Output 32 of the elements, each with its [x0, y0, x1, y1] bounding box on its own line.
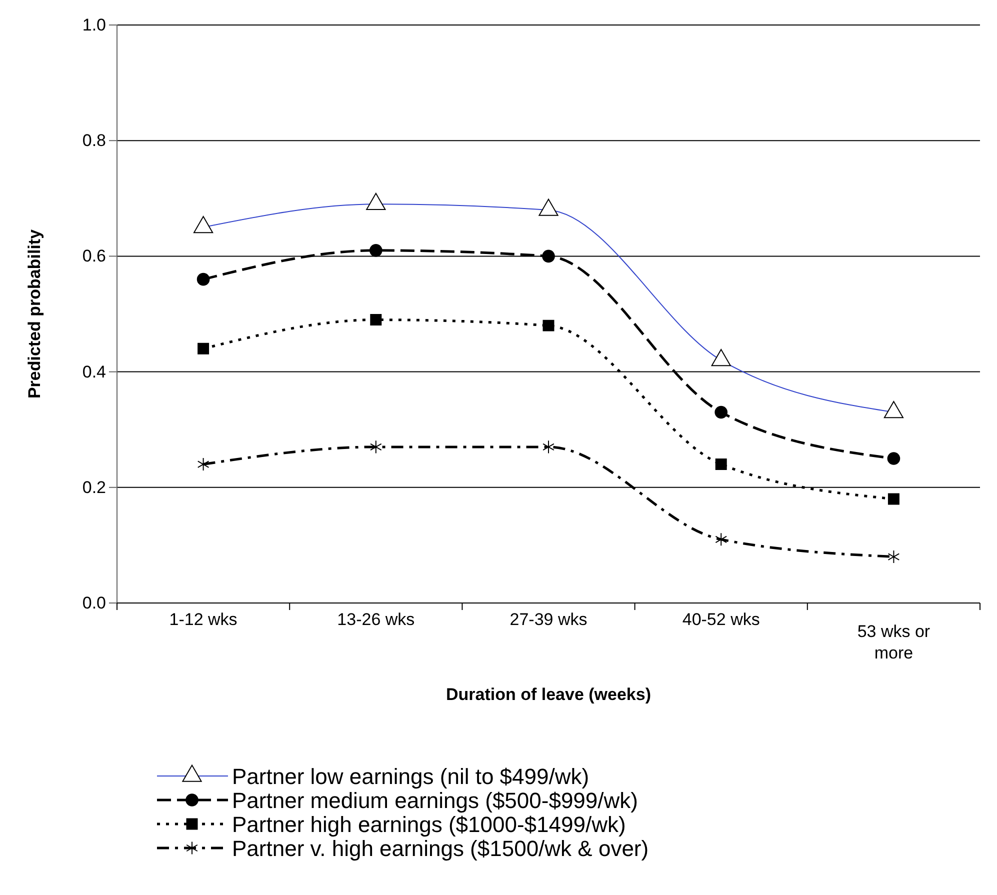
- x-tick-label: 13-26 wks: [337, 610, 415, 629]
- point: [887, 452, 900, 465]
- x-tick-label: 1-12 wks: [169, 610, 238, 629]
- y-tick-label: 0.4: [82, 362, 106, 382]
- y-tick-label: 1.0: [82, 15, 106, 34]
- x-axis-title: Duration of leave (weeks): [446, 685, 652, 704]
- point: [542, 320, 554, 332]
- point: [542, 250, 555, 263]
- legend-label: Partner high earnings ($1000-$1499/wk): [232, 812, 626, 837]
- point: [370, 314, 382, 326]
- point: [370, 440, 382, 454]
- y-tick-label: 0.6: [82, 246, 106, 266]
- point: [369, 244, 382, 257]
- point: [888, 493, 900, 505]
- point: [888, 550, 900, 564]
- point: [714, 406, 728, 419]
- x-tick-label: 27-39 wks: [510, 610, 588, 629]
- point: [196, 272, 210, 286]
- y-tick-label: 0.0: [82, 593, 106, 612]
- point: [715, 458, 727, 470]
- x-tick-label: 53 wks or more: [857, 622, 930, 662]
- y-tick-label: 0.8: [82, 131, 106, 150]
- legend-label: Partner medium earnings ($500-$999/wk): [232, 788, 638, 813]
- point: [542, 440, 554, 454]
- x-tick-label: 40-52 wks: [682, 610, 760, 629]
- legend-label: Partner v. high earnings ($1500/wk & over): [232, 836, 649, 861]
- point: [197, 458, 210, 472]
- point: [198, 342, 210, 354]
- legend-label: Partner low earnings (nil to $499/wk): [232, 764, 590, 789]
- y-tick-label: 0.2: [82, 478, 106, 497]
- y-axis-title: Predicted probability: [25, 228, 44, 399]
- point: [715, 532, 728, 546]
